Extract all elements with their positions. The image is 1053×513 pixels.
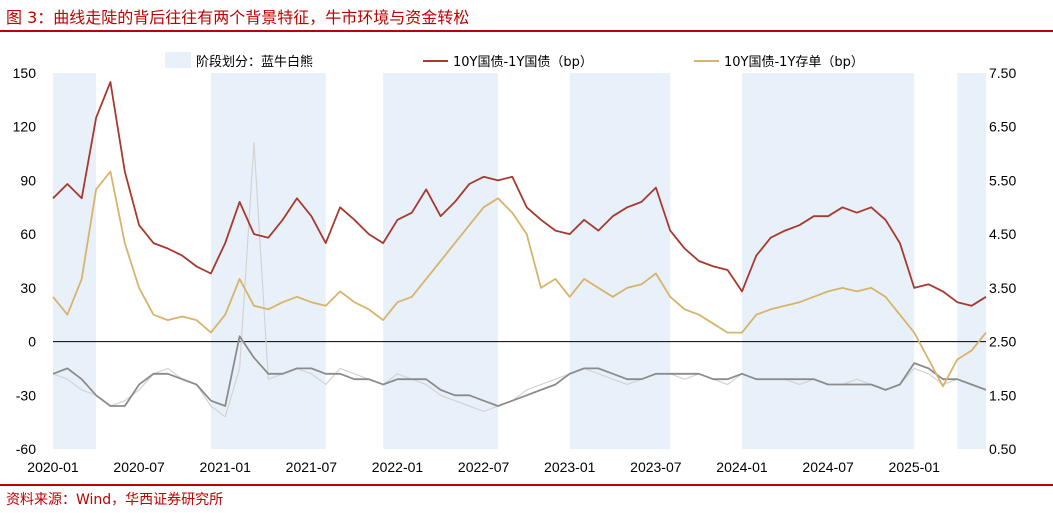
phase-band-3	[569, 73, 671, 449]
x-tick-label: 2021-01	[200, 459, 252, 475]
legend-label-10y-1y: 10Y国债-1Y国债（bp）	[453, 55, 593, 70]
legend-label-10y-cd: 10Y国债-1Y存单（bp）	[724, 55, 864, 70]
x-tick-label: 2022-07	[458, 459, 510, 475]
y-right-tick-label: 2.50	[989, 334, 1016, 350]
x-tick-label: 2023-07	[630, 459, 682, 475]
series-lines	[52, 81, 987, 418]
series-line-1	[52, 170, 987, 388]
y-left-tick-label: 0	[28, 334, 36, 350]
x-tick-label: 2024-01	[716, 459, 768, 475]
x-tick-label: 2020-01	[27, 459, 79, 475]
phase-band-4	[741, 73, 915, 449]
y-right-tick-label: 3.50	[989, 280, 1016, 296]
y-left-tick-label: 30	[20, 280, 36, 296]
y-right-tick-label: 6.50	[989, 119, 1016, 135]
legend-label-band: 阶段划分：蓝牛白熊	[196, 54, 313, 70]
chart-title: 图 3：曲线走陡的背后往往有两个背景特征，牛市环境与资金转松	[6, 8, 470, 27]
y-left-tick-label: 60	[20, 226, 36, 242]
chart: 150 120 90 60 30 0 -30 -60 7.50 6.50 5.50 4.50 3.50 2…	[13, 52, 1017, 475]
y-right-tick-label: 1.50	[989, 387, 1016, 403]
legend: 阶段划分：蓝牛白熊 10Y国债-1Y国债（bp） 10Y国债-1Y存单（bp）	[165, 52, 864, 70]
x-tick-label: 2023-01	[544, 459, 596, 475]
footer-rule	[0, 484, 1053, 486]
x-tick-label: 2021-07	[286, 459, 338, 475]
x-tick-label: 2022-01	[372, 459, 424, 475]
x-tick-label: 2025-01	[889, 459, 941, 475]
y-left-tick-label: -30	[16, 387, 36, 403]
series-line-0	[52, 81, 987, 307]
y-right-tick-label: 5.50	[989, 172, 1016, 188]
axes: 150 120 90 60 30 0 -30 -60 7.50 6.50 5.50 4.50 3.50 2…	[13, 65, 1017, 475]
phase-bands	[53, 73, 986, 449]
title-rule	[0, 30, 1053, 32]
y-right-tick-label: 0.50	[989, 441, 1016, 457]
x-tick-label: 2024-07	[802, 459, 854, 475]
y-left-tick-label: -60	[16, 441, 36, 457]
series-line-3	[52, 335, 987, 407]
y-right-tick-label: 4.50	[989, 226, 1016, 242]
legend-band-swatch	[165, 52, 191, 68]
x-tick-label: 2020-07	[113, 459, 165, 475]
y-left-tick-label: 150	[13, 65, 37, 81]
y-left-tick-label: 90	[20, 172, 36, 188]
phase-band-5	[957, 73, 986, 449]
source-note: 资料来源：Wind，华西证券研究所	[6, 492, 224, 508]
y-left-tick-label: 120	[13, 119, 37, 135]
y-right-tick-label: 7.50	[989, 65, 1016, 81]
